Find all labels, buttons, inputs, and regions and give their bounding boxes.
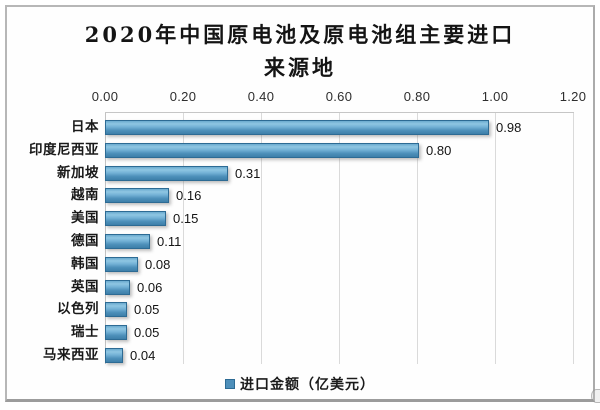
x-axis-tick-label: 1.20 [559,89,587,104]
bar [105,348,123,363]
bar [105,211,166,226]
category-label: 马来西亚 [43,347,99,362]
value-label: 0.05 [134,302,160,317]
value-label: 0.11 [157,234,182,249]
category-label: 瑞士 [71,324,99,339]
gridline [339,113,340,364]
value-label: 0.80 [426,143,452,158]
x-axis-tick-label: 0.20 [169,89,197,104]
category-label: 韩国 [71,256,99,271]
value-label: 0.04 [130,348,156,363]
category-label: 新加坡 [57,165,99,180]
category-label: 以色列 [57,301,99,316]
gridline [573,113,574,364]
bar [105,257,138,272]
legend: 进口金额（亿美元） [0,374,600,394]
category-label: 印度尼西亚 [29,142,99,157]
legend-label: 进口金额（亿美元） [240,376,375,392]
bar [105,280,130,295]
bar [105,188,169,203]
legend-swatch-icon [225,379,235,389]
bar [105,234,150,249]
gridline [183,113,184,364]
value-label: 0.08 [145,257,171,272]
chart-title-line2: 来源地 [264,55,336,80]
bar [105,120,489,135]
x-axis-tick-label: 1.00 [481,89,509,104]
value-label: 0.06 [137,280,163,295]
value-label: 0.98 [496,120,522,135]
x-axis-tick-label: 0.40 [247,89,275,104]
chart-frame [5,5,595,402]
watermark-fragment [591,389,600,403]
value-label: 0.31 [235,166,261,181]
x-axis-tick-label: 0.80 [403,89,431,104]
gridline [495,113,496,364]
chart-title-line1: 2020年中国原电池及原电池组主要进口 [84,22,516,47]
value-label: 0.15 [173,211,199,226]
chart-title: 2020年中国原电池及原电池组主要进口 来源地 [40,18,560,84]
value-label: 0.16 [176,188,202,203]
category-label: 美国 [71,210,99,225]
bar [105,143,419,158]
bar [105,302,127,317]
category-label: 英国 [71,279,99,294]
bar [105,325,127,340]
category-label: 德国 [71,233,99,248]
x-axis-tick-label: 0.00 [91,89,119,104]
category-label: 日本 [71,119,99,134]
gridline [417,113,418,364]
x-axis-tick-label: 0.60 [325,89,353,104]
x-axis-line [105,112,574,113]
value-label: 0.05 [134,325,160,340]
bar [105,166,228,181]
category-label: 越南 [71,187,99,202]
gridline [261,113,262,364]
